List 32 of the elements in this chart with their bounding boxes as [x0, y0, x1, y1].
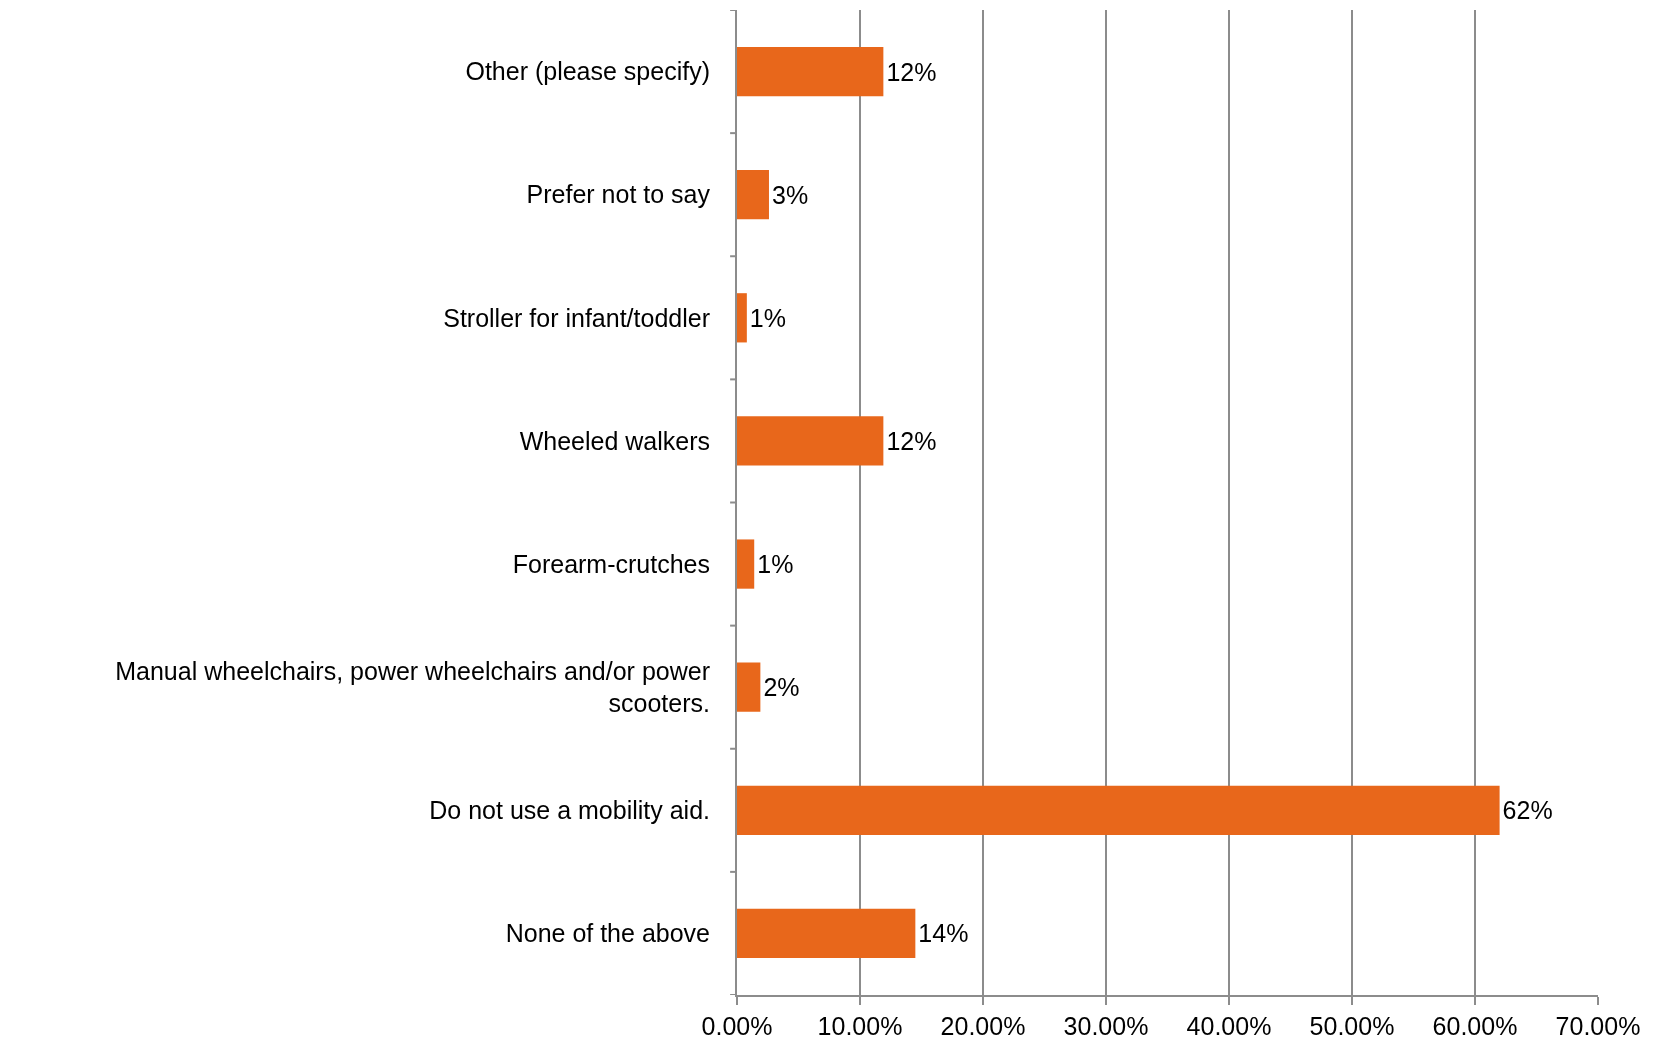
y-tick-label: Wheeled walkers: [519, 426, 710, 455]
x-tick-label: 70.00%: [1555, 1012, 1641, 1040]
bar: [737, 170, 769, 220]
data-label: 14%: [918, 919, 969, 948]
data-label: 1%: [757, 550, 794, 579]
y-tick-label: Prefer not to say: [526, 180, 711, 209]
x-tick-label: 60.00%: [1432, 1012, 1518, 1040]
data-label: 12%: [886, 57, 937, 86]
data-label: 12%: [886, 426, 937, 455]
bar: [737, 785, 1500, 835]
data-label: 2%: [763, 673, 800, 702]
bar: [737, 416, 884, 466]
bar: [737, 908, 916, 959]
x-tick-label: 30.00%: [1063, 1012, 1149, 1040]
bar: [737, 46, 884, 97]
y-tick-label: None of the above: [505, 919, 710, 948]
x-tick-label: 40.00%: [1186, 1012, 1272, 1040]
data-label: 3%: [771, 180, 809, 209]
y-tick-label: Forearm-crutches: [512, 549, 710, 578]
data-label: 1%: [749, 303, 786, 332]
x-tick-label: 0.00%: [701, 1012, 773, 1040]
x-tick-label: 10.00%: [817, 1012, 903, 1040]
y-tick-label: Other (please specify): [465, 57, 710, 86]
y-tick-label: Manual wheelchairs, power wheelchairs and/or power scooters.: [115, 656, 710, 718]
data-label: 62%: [1502, 796, 1553, 825]
bar: [737, 293, 747, 343]
bar: [737, 662, 761, 712]
x-tick-label: 50.00%: [1309, 1012, 1395, 1040]
y-tick-label: Do not use a mobility aid.: [429, 796, 710, 825]
y-tick-label: Stroller for infant/toddler: [443, 303, 710, 332]
x-tick-label: 20.00%: [940, 1012, 1026, 1040]
bar: [737, 539, 755, 589]
